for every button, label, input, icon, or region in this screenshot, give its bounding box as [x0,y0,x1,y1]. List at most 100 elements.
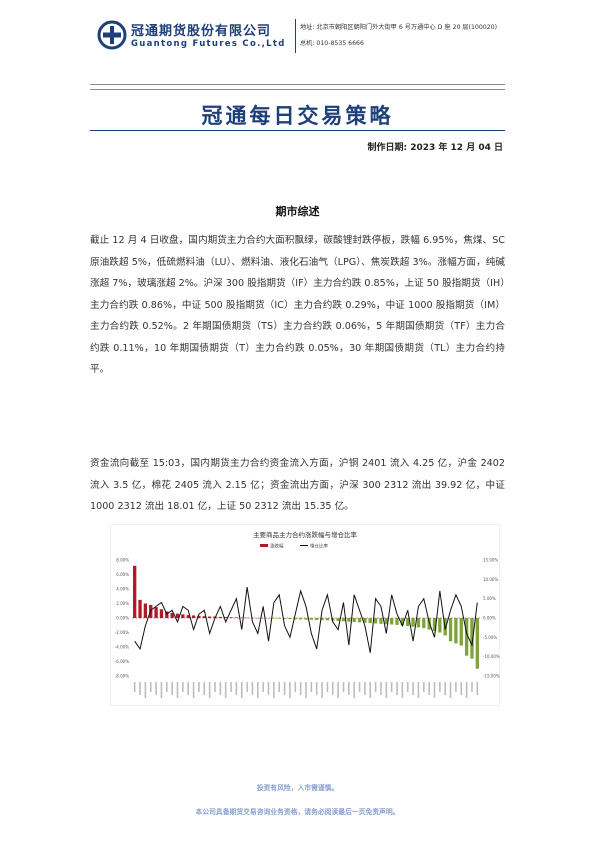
x-tick-label [380,682,382,695]
bar [470,618,474,659]
x-tick-label [326,682,329,692]
chart-title: 主要商品主力合约涨跌幅与增仓比率 [253,530,358,539]
x-tick-label [149,682,152,692]
x-tick-label [348,682,350,695]
x-tick-label [198,682,200,692]
title-rule [90,130,505,131]
x-tick-label [144,682,147,698]
y-left-tick-label: 0.00% [116,616,129,621]
x-tick-label [166,682,168,692]
bar [416,618,421,628]
bar [395,618,399,625]
x-tick-label [358,682,361,692]
bar [191,615,196,618]
x-tick-label [412,682,414,695]
page-header: 冠通期货股份有限公司 Guantong Futures Co.,Ltd 地址: … [95,16,515,56]
x-tick-label [433,682,436,698]
x-tick-label [219,682,222,695]
bar [459,618,463,646]
bar [170,612,174,618]
x-tick-label [171,682,173,695]
y-right-tick-label: -5.00% [483,635,497,640]
bar [379,618,383,624]
bar [181,614,185,618]
bar [406,618,410,626]
y-right-tick-label: 5.00% [483,596,496,601]
bar [336,618,340,621]
x-tick-label [315,682,318,695]
header-divider [295,19,296,53]
x-tick-label [449,682,452,698]
bar [234,617,239,618]
legend-swatch-bar [260,544,268,547]
qualification-notice: 本公司具备期货交易咨询业务资格，请务必阅读最后一页免责声明。 [195,808,400,816]
bar [218,616,222,618]
x-tick-label [364,682,366,695]
bar [422,618,426,629]
x-tick-label [246,682,248,692]
x-tick-label [310,682,313,692]
y-axis-right: 15.00% 10.00% 5.00% 0.00% -5.00% -10.00% -15.0… [483,558,500,679]
bar [384,618,388,625]
x-tick-label [257,682,259,698]
x-tick-label [133,682,136,692]
legend-label-line: 增仓比率 [310,543,328,550]
y-right-tick-label: -10.00% [483,654,500,659]
bar [448,618,453,642]
bar [432,618,437,632]
bar [331,618,335,621]
bar [475,618,479,669]
bar [277,618,281,619]
bar [272,618,276,619]
paragraph-market-summary: 截止 12 月 4 日收盘，国内期货主力合约大面积飘绿，碳酸锂封跌停板，跌幅 6… [90,235,505,375]
bar [143,603,148,618]
chart-frame [110,524,500,706]
y-left-tick-label: -4.00% [115,645,129,650]
y-left-tick-label: -8.00% [115,674,129,679]
bar [138,599,142,618]
company-address: 地址: 北京市朝阳区朝阳门外大街甲 6 号万通中心 D 座 20 层(10002… [300,24,497,31]
chart-legend: 涨跌幅 增仓比率 [260,543,328,550]
bar [411,618,415,627]
bar [325,618,330,621]
x-tick-label [160,682,163,698]
bar [454,618,458,644]
bar [197,615,201,618]
x-tick-label [476,682,479,695]
bar [347,618,351,622]
bar [352,618,356,622]
x-tick-label [289,682,291,698]
bar [288,618,292,620]
bar [341,618,346,622]
x-tick-label [305,682,307,698]
bar [368,618,372,624]
x-tick-label [342,682,345,692]
company-name-en: Guantong Futures Co.,Ltd [131,39,286,49]
x-tick-label [278,682,281,692]
rule-top-2 [90,89,505,90]
x-tick-label [417,682,420,698]
bar [320,618,324,621]
logo-icon [97,20,127,50]
y-left-tick-label: 6.00% [116,572,129,577]
company-phone: 总机: 010-8535 6666 [300,40,364,47]
x-tick-label [353,682,355,698]
x-tick-label [374,682,377,692]
bar [464,618,469,656]
section-title: 期市综述 [275,205,320,218]
bar [202,616,206,618]
x-tick-label [139,682,141,695]
x-tick-label [439,682,441,692]
bar [427,618,431,630]
rule-top-1 [90,84,505,85]
x-tick-label [294,682,297,692]
bar [175,613,180,618]
x-tick-label [331,682,334,695]
x-tick-label [251,682,254,695]
x-tick-label [214,682,216,692]
series-line [134,586,478,653]
bar [357,618,362,623]
bar [186,615,190,618]
x-tick-label [337,682,339,698]
y-left-tick-label: 4.00% [116,587,129,592]
